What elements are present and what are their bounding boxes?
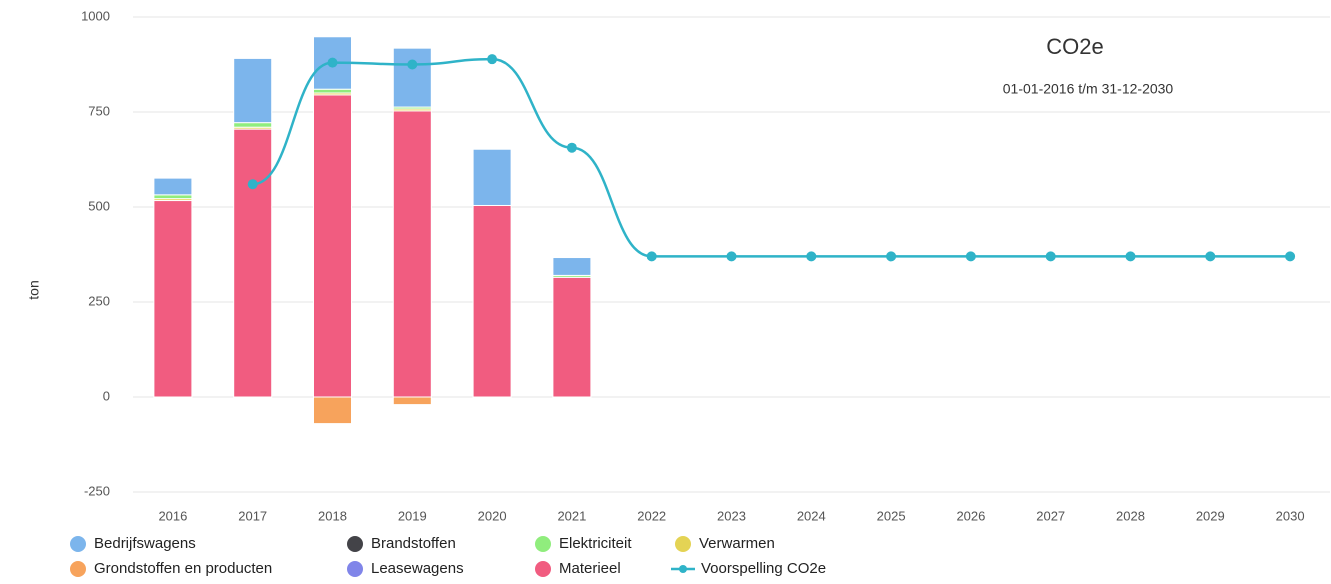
- point: [726, 251, 737, 262]
- point: [327, 57, 338, 68]
- legend-label: Materieel: [559, 560, 621, 577]
- bar: [552, 276, 592, 398]
- x-tick-label: 2028: [1116, 508, 1145, 523]
- legend-label: Brandstoffen: [371, 535, 456, 552]
- y-axis-label: ton: [26, 280, 42, 299]
- bar: [472, 204, 512, 398]
- bar: [472, 148, 512, 206]
- point: [566, 142, 577, 153]
- legend-label: Grondstoffen en producten: [94, 560, 272, 577]
- chart-title: CO2e: [1046, 34, 1103, 59]
- legend-symbol: [679, 565, 687, 573]
- legend-symbol: [535, 561, 551, 577]
- legend-item[interactable]: Voorspelling CO2e: [671, 560, 826, 577]
- x-tick-label: 2026: [956, 508, 985, 523]
- legend-item[interactable]: Elektriciteit: [535, 535, 632, 552]
- point: [965, 251, 976, 262]
- legend-item[interactable]: Materieel: [535, 560, 621, 577]
- bar: [233, 57, 273, 124]
- x-tick-label: 2018: [318, 508, 347, 523]
- legend-symbol: [70, 561, 86, 577]
- y-tick-label: 1000: [81, 8, 110, 23]
- point: [1045, 251, 1056, 262]
- x-tick-label: 2029: [1196, 508, 1225, 523]
- x-tick-label: 2021: [557, 508, 586, 523]
- legend-label: Verwarmen: [699, 535, 775, 552]
- legend-item[interactable]: Leasewagens: [347, 560, 464, 577]
- x-tick-label: 2024: [797, 508, 826, 523]
- x-tick-label: 2027: [1036, 508, 1065, 523]
- x-tick-label: 2025: [877, 508, 906, 523]
- bar: [313, 94, 352, 398]
- x-tick-label: 2022: [637, 508, 666, 523]
- x-tick-label: 2030: [1276, 508, 1305, 523]
- legend-item[interactable]: Grondstoffen en producten: [70, 560, 272, 577]
- chart-subtitle: 01-01-2016 t/m 31-12-2030: [1003, 81, 1174, 97]
- bar: [153, 177, 193, 196]
- legend-symbol: [70, 536, 86, 552]
- bar: [153, 200, 193, 398]
- point: [487, 54, 498, 65]
- legend-label: Voorspelling CO2e: [701, 560, 826, 577]
- bar: [392, 110, 432, 398]
- point: [1285, 251, 1296, 262]
- x-tick-label: 2017: [238, 508, 267, 523]
- legend-label: Bedrijfswagens: [94, 535, 196, 552]
- legend-label: Elektriciteit: [559, 535, 632, 552]
- bar: [392, 47, 432, 108]
- point: [1205, 251, 1216, 262]
- y-tick-label: 250: [88, 293, 110, 308]
- x-tick-label: 2020: [478, 508, 507, 523]
- legend-item[interactable]: Verwarmen: [675, 535, 775, 552]
- line: [252, 57, 1291, 258]
- point: [247, 179, 258, 190]
- bar: [313, 88, 352, 94]
- legend-symbol: [675, 536, 691, 552]
- y-tick-label: 750: [88, 103, 110, 118]
- legend-symbol: [535, 536, 551, 552]
- legend-symbol: [347, 561, 363, 577]
- bar: [552, 257, 592, 276]
- bar: [313, 396, 352, 425]
- bar: [392, 396, 432, 406]
- y-tick-label: 0: [103, 388, 110, 403]
- bar: [233, 128, 273, 398]
- point: [806, 251, 817, 262]
- bar: [153, 194, 193, 200]
- point: [886, 251, 897, 262]
- legend-symbol: [347, 536, 363, 552]
- point: [1125, 251, 1136, 262]
- legend-item[interactable]: Bedrijfswagens: [70, 535, 196, 552]
- x-tick-label: 2019: [398, 508, 427, 523]
- point: [407, 59, 418, 70]
- y-tick-label: -250: [84, 483, 110, 498]
- bar: [233, 122, 273, 128]
- x-tick-label: 2023: [717, 508, 746, 523]
- x-tick-label: 2016: [158, 508, 187, 523]
- point: [646, 251, 657, 262]
- legend-item[interactable]: Brandstoffen: [347, 535, 456, 552]
- y-tick-label: 500: [88, 198, 110, 213]
- legend-label: Leasewagens: [371, 560, 464, 577]
